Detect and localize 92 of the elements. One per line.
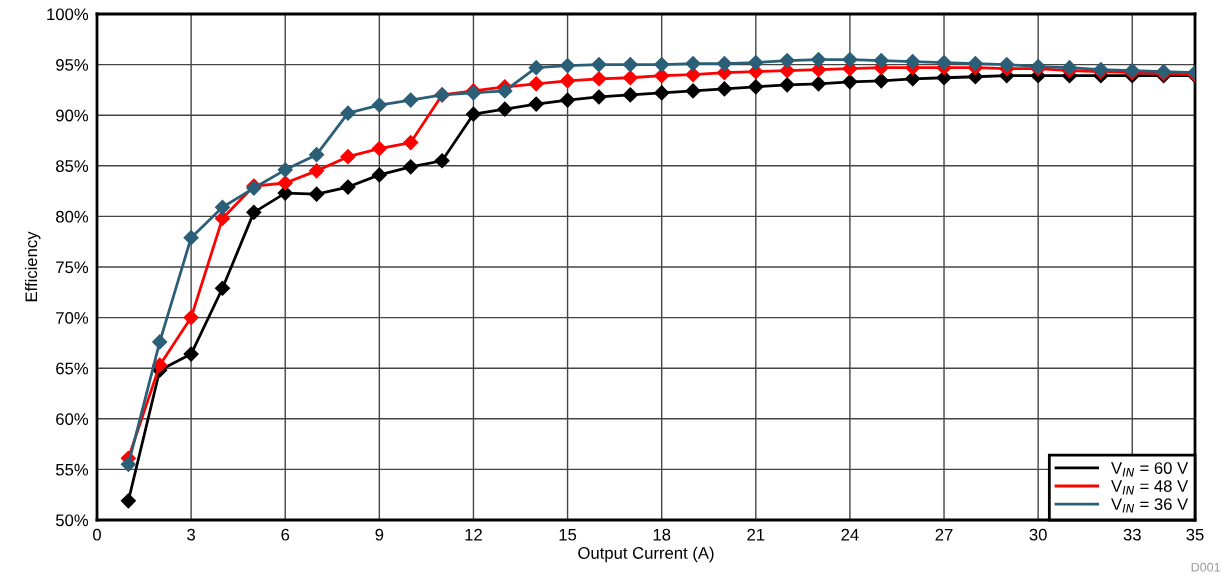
x-axis-title: Output Current (A) <box>578 546 714 563</box>
y-tick-label: 60% <box>56 413 89 425</box>
point <box>403 134 419 151</box>
point <box>183 230 199 246</box>
point <box>591 57 607 73</box>
point <box>748 55 764 71</box>
point <box>873 73 889 89</box>
y-axis-title: Efficiency <box>24 231 41 302</box>
point <box>622 70 638 86</box>
x-tick-label: 0 <box>93 528 101 541</box>
point <box>716 56 732 72</box>
legend-label: V$_{IN}$ = 60 V <box>1111 462 1189 477</box>
point <box>842 51 858 68</box>
point <box>685 83 701 99</box>
point <box>685 56 701 72</box>
point <box>842 74 858 90</box>
point <box>371 141 387 157</box>
point <box>309 163 325 179</box>
point <box>873 52 889 69</box>
point <box>622 87 638 103</box>
point <box>340 149 356 165</box>
x-tick-label: 15 <box>559 528 577 541</box>
y-tick-label: 90% <box>56 109 89 122</box>
point <box>309 186 325 202</box>
text: D001 <box>1191 562 1220 572</box>
x-tick-label: 6 <box>281 528 290 541</box>
point <box>528 96 544 112</box>
point <box>403 159 419 175</box>
point <box>528 60 544 76</box>
x-tick-label: 18 <box>653 528 671 541</box>
point <box>246 204 262 220</box>
point <box>309 147 325 163</box>
point <box>183 310 199 326</box>
x-tick-label: 21 <box>747 528 765 541</box>
point <box>560 92 576 108</box>
point <box>120 456 136 472</box>
point <box>434 153 450 169</box>
x-tick-label: 12 <box>465 528 482 541</box>
point <box>371 167 387 183</box>
y-tick-label: 70% <box>56 312 89 324</box>
x-tick-label: 3 <box>187 528 196 541</box>
point <box>277 175 293 191</box>
point <box>748 79 764 95</box>
y-tick-label: 50% <box>55 514 89 527</box>
y-tick-label: 75% <box>56 261 89 274</box>
point <box>654 68 670 84</box>
y-tick-label: 55% <box>55 463 89 476</box>
point <box>214 280 231 296</box>
point <box>403 92 419 108</box>
point <box>810 51 827 68</box>
y-tick-label: 80% <box>56 210 89 223</box>
legend-label: V$_{IN}$ = 36 V <box>1111 498 1189 513</box>
point <box>905 53 921 70</box>
point <box>905 71 921 87</box>
x-tick-label: 33 <box>1123 528 1141 541</box>
x-tick-label: 9 <box>375 528 384 541</box>
x-tick-label: 30 <box>1029 528 1047 541</box>
point <box>591 71 607 87</box>
y-tick-label: 85% <box>56 160 89 172</box>
point <box>779 52 795 69</box>
point <box>779 77 795 93</box>
point <box>936 55 952 71</box>
point <box>810 76 827 92</box>
point <box>528 76 544 92</box>
point <box>654 57 670 73</box>
point <box>716 81 732 97</box>
point <box>214 199 231 215</box>
point <box>120 493 136 509</box>
point <box>591 89 607 105</box>
point <box>685 67 701 83</box>
legend-label: V$_{IN}$ = 48 V <box>1111 480 1189 495</box>
point <box>152 334 168 350</box>
x-tick-label: 27 <box>935 528 953 541</box>
y-tick-label: 65% <box>56 362 89 375</box>
point <box>371 97 387 113</box>
point <box>497 83 513 99</box>
x-tick-label: 24 <box>841 528 859 541</box>
y-tick-label: 95% <box>56 59 89 71</box>
point <box>465 106 482 122</box>
point <box>654 85 670 101</box>
point <box>340 179 356 195</box>
point <box>183 346 199 362</box>
x-tick-label: 35 <box>1186 528 1204 541</box>
y-tick-label: 100% <box>47 8 89 21</box>
point <box>967 56 983 72</box>
point <box>277 162 293 178</box>
point <box>560 58 576 74</box>
point <box>560 73 576 89</box>
point <box>497 101 513 117</box>
point <box>340 105 356 121</box>
point <box>622 57 638 73</box>
point <box>999 57 1015 73</box>
